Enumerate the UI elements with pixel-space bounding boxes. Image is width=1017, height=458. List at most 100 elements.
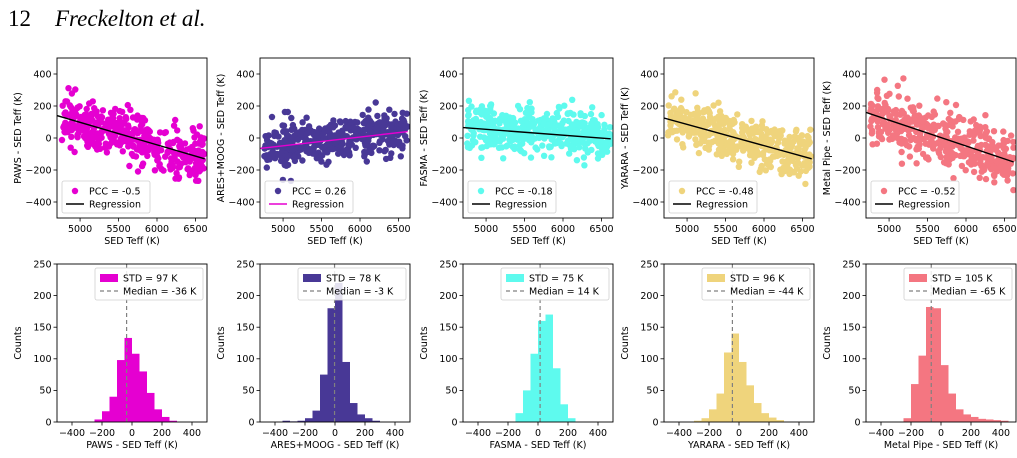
- data-point: [990, 128, 998, 135]
- x-tick-label: −400: [262, 428, 288, 439]
- x-tick-label: 5000: [877, 224, 901, 235]
- x-tick-label: −400: [59, 428, 85, 439]
- data-point: [895, 93, 902, 100]
- data-point: [371, 142, 378, 150]
- histogram-bar: [282, 420, 290, 422]
- data-point: [565, 129, 573, 136]
- data-point: [548, 130, 556, 137]
- y-tick-label: 250: [439, 259, 457, 270]
- panel-hist-2: −400 −200 0 200 400 0 50 100 150 200 250 ARES+MOOG …: [216, 259, 411, 451]
- x-tick-label: 6500: [589, 224, 613, 235]
- data-point: [729, 156, 737, 163]
- histogram-bar: [746, 385, 754, 422]
- data-point: [584, 149, 591, 156]
- data-point: [984, 160, 991, 167]
- x-axis-label: PAWS - SED Teff (K): [86, 440, 178, 451]
- x-tick-label: 6500: [992, 224, 1016, 235]
- data-point: [372, 125, 380, 132]
- data-point: [516, 106, 524, 113]
- histogram-bar: [350, 403, 358, 422]
- histogram-bar: [769, 417, 777, 422]
- data-point: [86, 130, 94, 137]
- x-tick-label: 0: [736, 428, 742, 439]
- data-point: [289, 146, 297, 153]
- data-point: [561, 102, 568, 109]
- x-axis-label: SED Teff (K): [510, 236, 566, 247]
- histogram-bar: [545, 314, 553, 422]
- x-tick-label: 0: [129, 428, 135, 439]
- data-point: [303, 114, 310, 121]
- histogram-bar: [724, 352, 732, 422]
- data-point: [954, 128, 962, 135]
- data-point: [76, 103, 83, 110]
- data-point: [886, 136, 893, 143]
- data-point: [960, 116, 967, 124]
- data-point: [1010, 155, 1016, 162]
- data-point: [158, 165, 165, 173]
- data-point: [532, 144, 539, 151]
- y-tick-label: 0: [451, 133, 457, 144]
- histogram-bar: [709, 409, 717, 422]
- x-tick-label: 5500: [106, 224, 130, 235]
- legend-box: [870, 180, 960, 214]
- data-point: [364, 131, 372, 139]
- data-point: [196, 159, 203, 166]
- data-point: [761, 156, 768, 163]
- histogram-bar: [530, 353, 538, 422]
- data-point: [598, 138, 605, 145]
- data-point: [396, 142, 403, 149]
- data-point: [797, 168, 804, 175]
- data-point: [359, 111, 366, 119]
- data-point: [303, 130, 310, 138]
- y-tick-label: 200: [640, 291, 658, 302]
- data-point: [68, 133, 75, 140]
- histogram-bar: [941, 365, 949, 422]
- data-point: [970, 137, 977, 144]
- data-point: [924, 154, 931, 161]
- x-tick-label: −200: [898, 428, 924, 439]
- y-axis-label: ARES+MOOG - SED Teff (K): [216, 74, 227, 203]
- data-point: [546, 121, 553, 128]
- data-point: [297, 146, 304, 153]
- histogram-bar: [162, 416, 170, 422]
- data-point: [88, 113, 95, 120]
- data-point: [726, 126, 733, 133]
- data-point: [196, 123, 203, 130]
- data-point: [567, 135, 574, 142]
- data-point: [490, 141, 497, 148]
- data-point: [900, 110, 907, 117]
- legend-marker: [71, 187, 79, 195]
- plot-area: [515, 264, 576, 422]
- data-point: [134, 168, 142, 175]
- data-point: [1005, 169, 1013, 176]
- legend-entry: STD = 75 K: [529, 274, 584, 285]
- y-tick-label: 200: [842, 291, 860, 302]
- x-tick-label: −200: [495, 428, 521, 439]
- x-tick-label: 6000: [752, 224, 776, 235]
- data-point: [705, 118, 712, 125]
- data-point: [122, 137, 129, 145]
- data-point: [798, 132, 806, 139]
- histogram-bar: [694, 420, 702, 422]
- data-point: [592, 125, 599, 133]
- y-tick-label: −200: [632, 165, 658, 176]
- data-point: [958, 162, 966, 170]
- data-point: [867, 101, 875, 108]
- data-point: [511, 135, 518, 142]
- data-point: [701, 107, 708, 114]
- x-tick-label: 6500: [790, 224, 814, 235]
- data-point: [280, 158, 287, 165]
- data-point: [294, 136, 302, 143]
- data-point: [697, 131, 704, 139]
- data-point: [70, 109, 77, 117]
- data-point: [580, 154, 588, 161]
- legend-box: [94, 267, 204, 301]
- data-point: [540, 120, 548, 128]
- data-point: [472, 139, 479, 146]
- legend: PCC = -0.52 Regression: [870, 180, 960, 214]
- x-tick-label: 5500: [915, 224, 939, 235]
- data-point: [366, 122, 373, 129]
- data-point: [490, 110, 498, 117]
- y-tick-label: 50: [242, 386, 254, 397]
- data-point: [380, 118, 387, 126]
